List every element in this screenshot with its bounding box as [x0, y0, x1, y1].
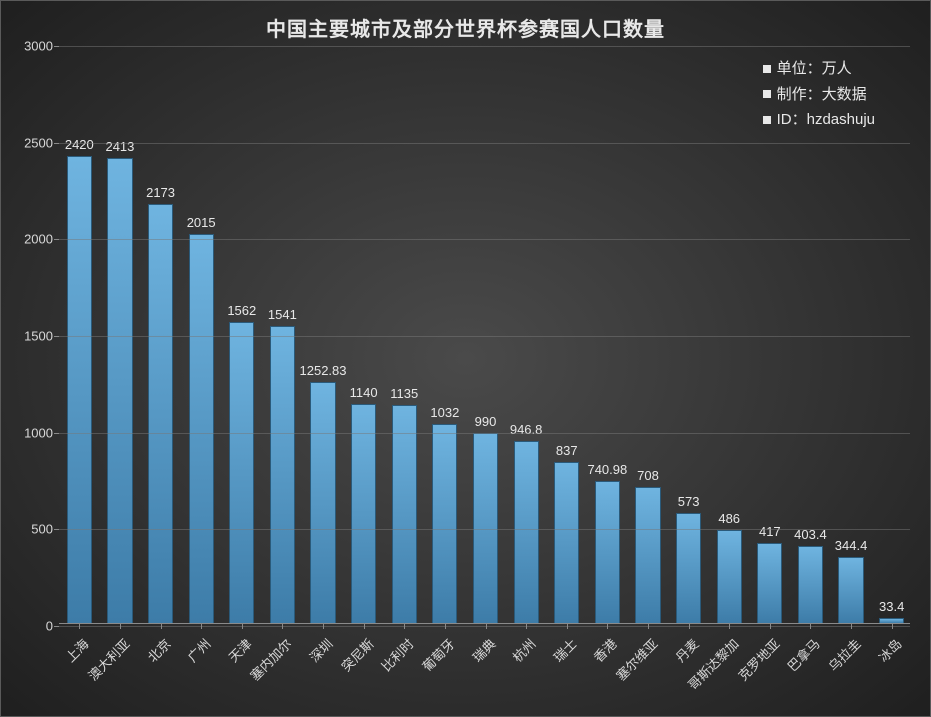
bar [229, 322, 254, 624]
x-axis-label: 天津 [223, 634, 255, 666]
x-axis-label: 比利时 [377, 634, 418, 675]
data-label: 740.98 [587, 462, 627, 477]
data-label: 2173 [146, 185, 175, 200]
y-tick [54, 46, 59, 47]
x-axis-label: 瑞典 [467, 634, 499, 666]
y-tick [54, 626, 59, 627]
bar [838, 557, 863, 624]
bar [107, 158, 132, 625]
data-label: 708 [637, 468, 659, 483]
x-axis-label: 深圳 [305, 634, 337, 666]
bar [514, 441, 539, 624]
grid-line [59, 143, 910, 144]
x-axis-label: 丹麦 [670, 634, 702, 666]
x-axis-label: 上海 [61, 634, 93, 666]
chart-title: 中国主要城市及部分世界杯参赛国人口数量 [1, 13, 930, 42]
y-tick [54, 529, 59, 530]
x-axis-label: 杭州 [508, 634, 540, 666]
data-label: 2015 [187, 215, 216, 230]
bar [67, 156, 92, 624]
data-label: 1252.83 [300, 363, 347, 378]
bar [432, 424, 457, 624]
x-axis-label: 巴拿马 [783, 634, 824, 675]
data-label: 417 [759, 524, 781, 539]
x-axis-label: 塞内加尔 [246, 634, 296, 684]
bars-group: 2420 2413 2173 2015 1562 1541 1252.831140 1135 1… [59, 46, 910, 624]
bar [473, 433, 498, 624]
data-label: 1541 [268, 307, 297, 322]
x-axis-label: 澳大利亚 [83, 634, 133, 684]
x-axis-label: 广州 [183, 634, 215, 666]
data-label: 2420 [65, 137, 94, 152]
data-label: 573 [678, 494, 700, 509]
grid-line [59, 433, 910, 434]
x-axis-label: 冰岛 [873, 634, 905, 666]
grid-line [59, 46, 910, 47]
data-label: 344.4 [835, 538, 868, 553]
y-axis-label: 500 [31, 522, 53, 537]
bar [798, 546, 823, 624]
y-tick [54, 433, 59, 434]
y-axis-label: 1500 [24, 329, 53, 344]
x-axis-label: 葡萄牙 [417, 634, 458, 675]
x-axis-line [59, 623, 910, 624]
grid-line [59, 239, 910, 240]
grid-line [59, 529, 910, 530]
bar [635, 487, 660, 624]
data-label: 1562 [227, 303, 256, 318]
bar [554, 462, 579, 624]
bar [189, 234, 214, 624]
data-label: 486 [718, 511, 740, 526]
data-label: 1135 [390, 386, 418, 401]
x-axis-label: 克罗地亚 [733, 634, 783, 684]
y-axis: 050010001500200025003000 [1, 46, 59, 624]
bar [392, 405, 417, 624]
y-tick [54, 336, 59, 337]
y-tick [54, 239, 59, 240]
chart-container: 中国主要城市及部分世界杯参赛国人口数量 单位：万人 制作：大数据 ID：hzda… [0, 0, 931, 717]
grid-line [59, 626, 910, 627]
data-label: 1032 [430, 405, 459, 420]
y-axis-label: 2000 [24, 232, 53, 247]
data-label: 946.8 [510, 422, 543, 437]
bar [310, 382, 335, 624]
bar [717, 530, 742, 624]
data-label: 33.4 [879, 599, 904, 614]
x-axis-label: 塞尔维亚 [611, 634, 661, 684]
y-axis-label: 1000 [24, 425, 53, 440]
y-axis-label: 3000 [24, 39, 53, 54]
data-label: 2413 [105, 139, 134, 154]
y-tick [54, 143, 59, 144]
x-labels: 上海澳大利亚北京广州天津塞内加尔深圳突尼斯比利时葡萄牙瑞典杭州瑞士香港塞尔维亚丹… [59, 628, 910, 716]
x-axis-label: 香港 [589, 634, 621, 666]
grid-line [59, 336, 910, 337]
plot-area: 2420 2413 2173 2015 1562 1541 1252.831140 1135 1… [59, 46, 910, 624]
bar [757, 543, 782, 624]
bar [270, 326, 295, 624]
x-axis-label: 瑞士 [548, 634, 580, 666]
bar [351, 404, 376, 624]
bar [148, 204, 173, 624]
x-axis-label: 北京 [142, 634, 174, 666]
y-axis-label: 0 [46, 619, 53, 634]
x-axis-label: 突尼斯 [336, 634, 377, 675]
data-label: 837 [556, 443, 578, 458]
data-label: 1140 [350, 385, 378, 400]
bar [595, 481, 620, 624]
y-axis-label: 2500 [24, 135, 53, 150]
x-axis-label: 乌拉圭 [823, 634, 864, 675]
data-label: 990 [475, 414, 497, 429]
